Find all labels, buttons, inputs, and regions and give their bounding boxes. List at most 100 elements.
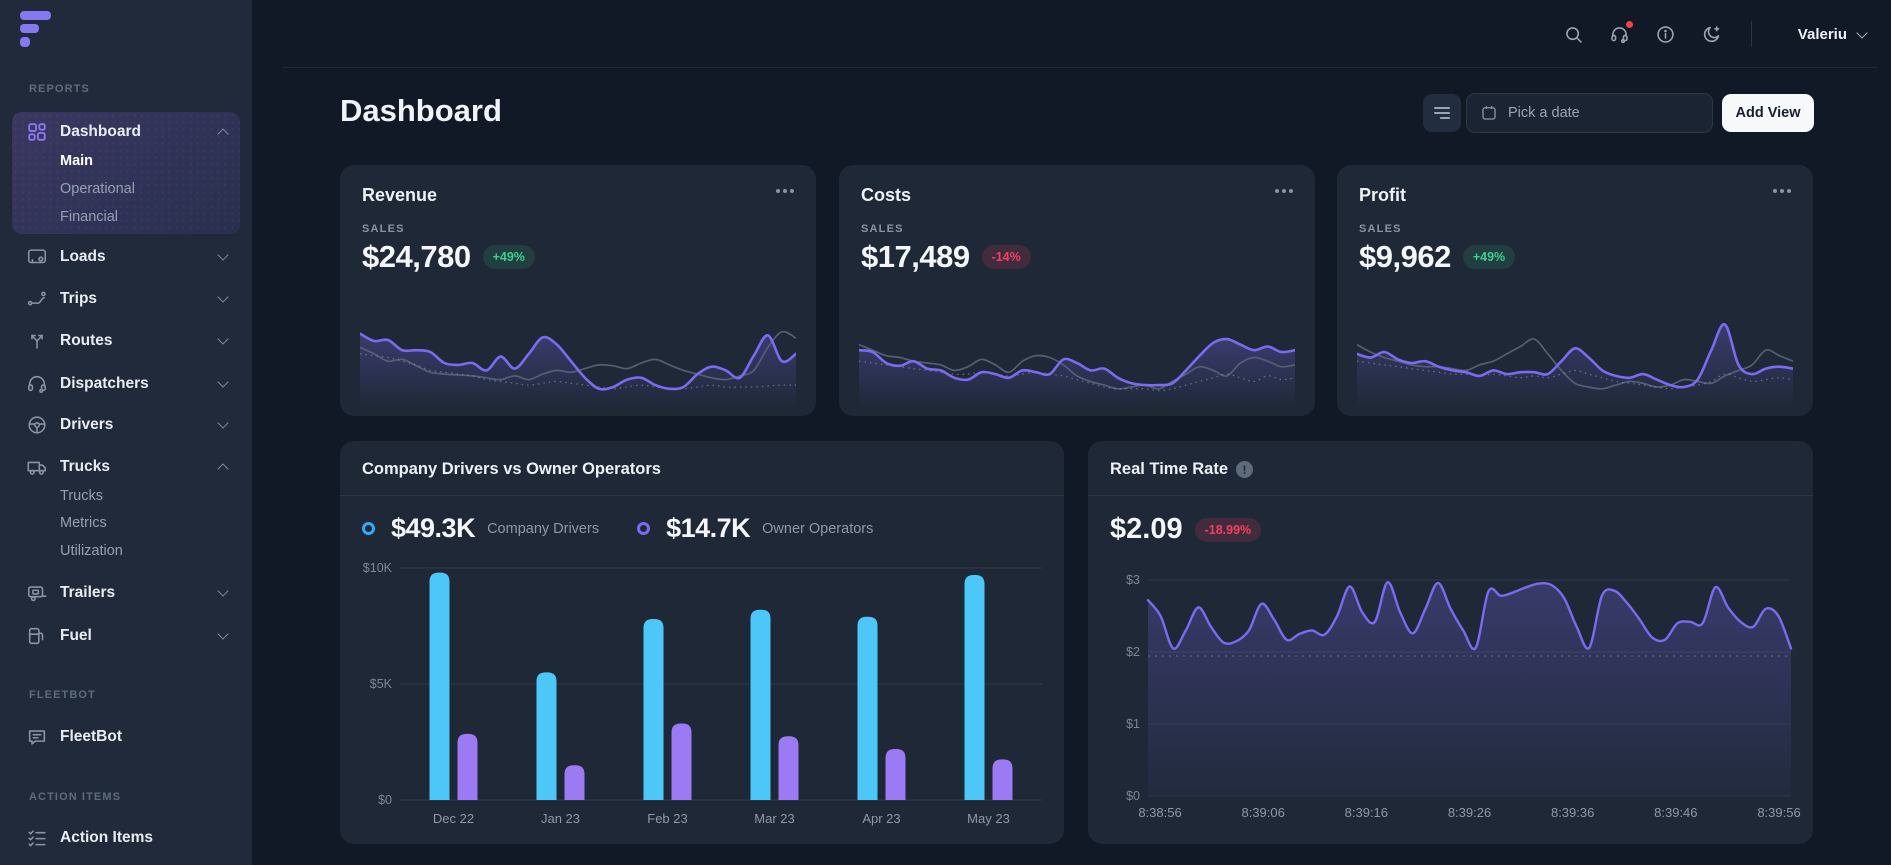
sidebar-item-trips[interactable]: Trips [0,284,252,314]
search-icon[interactable] [1557,17,1591,51]
company-drivers-legend-icon [362,522,375,535]
chat-bubble-icon [26,726,48,748]
sidebar-item-trailers[interactable]: Trailers [0,578,252,608]
steering-wheel-icon [26,414,48,436]
chevron-down-icon [218,294,228,304]
chevron-down-icon [218,336,228,346]
realtime-change-badge: -18.99% [1194,517,1262,542]
sidebar-subitem-financial[interactable]: Financial [60,209,119,225]
owner-operators-legend-icon [637,522,651,535]
date-placeholder: Pick a date [1508,105,1580,121]
sidebar-item-drivers[interactable]: Drivers [0,410,252,440]
checklist-icon [26,827,48,849]
sidebar-item-label: Dashboard [60,123,141,140]
sidebar-subitem-trucks[interactable]: Trucks [60,488,103,504]
sidebar-item-dispatchers[interactable]: Dispatchers [0,369,252,399]
sidebar-item-label: Loads [60,248,106,265]
user-menu[interactable]: Valeriu [1798,26,1867,43]
kpi-change-badge: -14% [981,245,1031,269]
kpi-title: Costs [861,185,912,205]
sidebar-item-label: FleetBot [60,728,122,745]
chart-legend: $49.3K Company Drivers $14.7K Owner Oper… [362,513,873,544]
topbar-divider [1750,21,1752,47]
chevron-down-icon [218,252,228,262]
card-divider [340,495,1064,496]
sidebar-item-dashboard[interactable]: Dashboard [0,117,252,147]
svg-text:May 23: May 23 [967,811,1010,826]
add-view-button[interactable]: Add View [1722,94,1814,132]
section-label-action-items: Action Items [29,791,122,803]
sidebar-item-label: Drivers [60,416,114,433]
trips-route-icon [26,288,48,310]
svg-text:8:39:56: 8:39:56 [1757,805,1800,820]
filter-button[interactable] [1423,94,1461,132]
sidebar-item-label: Routes [60,332,113,349]
card-menu-button[interactable] [1269,181,1299,201]
sidebar-group-dashboard [12,112,240,234]
sidebar-subitem-utilization[interactable]: Utilization [60,543,123,559]
svg-text:8:39:16: 8:39:16 [1345,805,1388,820]
dashboard-grid-icon [26,121,48,143]
chevron-down-icon [218,631,228,641]
sidebar-item-trucks[interactable]: Trucks [0,452,252,482]
kpi-value: $9,962 [1359,239,1451,274]
svg-text:8:38:56: 8:38:56 [1138,805,1181,820]
sidebar-item-routes[interactable]: Routes [0,326,252,356]
sidebar-item-label: Trips [60,290,98,307]
company-drivers-label: Company Drivers [487,520,600,537]
svg-text:$3: $3 [1126,573,1140,587]
sidebar-item-loads[interactable]: Loads [0,242,252,272]
logo-bar [20,37,30,47]
truck-icon [26,456,48,478]
filter-lines-icon [1434,107,1450,119]
svg-text:Dec 22: Dec 22 [433,811,474,826]
dark-mode-moon-icon[interactable] [1695,17,1729,51]
sidebar-item-action-items[interactable]: Action Items [0,823,252,853]
page-title: Dashboard [340,93,502,128]
topbar-border [283,67,1877,68]
svg-text:$0: $0 [378,793,392,807]
user-name: Valeriu [1797,25,1847,43]
kpi-change-badge: +49% [1462,245,1516,269]
calendar-icon [1482,105,1496,120]
sidebar-subitem-metrics[interactable]: Metrics [60,515,107,531]
realtime-card-title: Real Time Rate [1110,460,1228,478]
card-menu-button[interactable] [770,181,800,201]
kpi-value: $24,780 [362,239,471,274]
svg-text:$5K: $5K [370,677,393,691]
app-logo[interactable] [20,11,54,51]
svg-text:Jan 23: Jan 23 [541,811,580,826]
sidebar-item-label: Action Items [60,829,154,846]
sidebar-subitem-operational[interactable]: Operational [60,181,135,197]
loads-container-icon [26,246,48,268]
svg-text:$2: $2 [1126,645,1140,659]
chevron-down-icon [218,588,228,598]
sidebar-item-fleetbot[interactable]: FleetBot [0,722,252,752]
section-label-reports: Reports [29,83,90,95]
logo-bar [20,24,39,33]
chevron-down-icon [218,420,228,430]
svg-text:Mar 23: Mar 23 [754,811,794,826]
date-picker-input[interactable]: Pick a date [1466,93,1713,133]
svg-text:Apr 23: Apr 23 [862,811,900,826]
chevron-down-icon [1857,29,1867,39]
realtime-rate-line-chart: $0 $1 $2 $3 8:38:56 8:39:06 8:39:16 8:39:26 8:39… [1126,573,1801,820]
svg-text:Feb 23: Feb 23 [647,811,687,826]
sidebar-item-fuel[interactable]: Fuel [0,621,252,651]
routes-branch-icon [26,330,48,352]
card-divider [1088,495,1813,496]
kpi-card-profit: Profit SALES $9,962 +49% [1337,165,1813,416]
sidebar-item-label: Dispatchers [60,375,149,392]
info-icon[interactable] [1649,17,1683,51]
comparison-chart-card: Company Drivers vs Owner Operators $49.3… [340,441,1064,844]
support-headset-icon[interactable] [1603,17,1637,51]
sidebar-item-label: Fuel [60,627,92,644]
owner-operators-label: Owner Operators [762,520,874,537]
comparison-card-title: Company Drivers vs Owner Operators [362,460,661,478]
sidebar-subitem-main[interactable]: Main [60,153,94,169]
svg-text:8:39:06: 8:39:06 [1241,805,1284,820]
logo-bar [20,11,51,20]
card-menu-button[interactable] [1767,181,1797,201]
info-icon[interactable]: ! [1236,461,1253,478]
